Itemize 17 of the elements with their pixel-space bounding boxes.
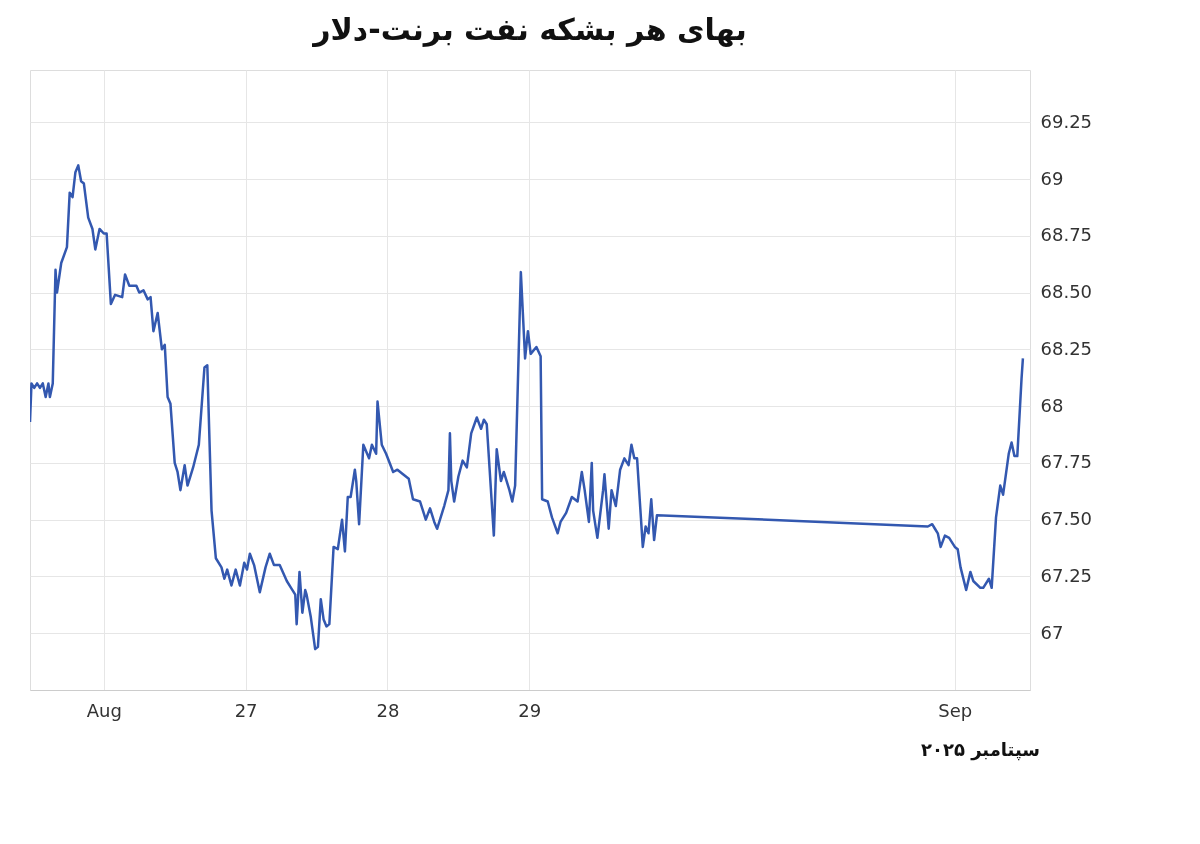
chart-title: بهای هر بشکه نفت برنت-دلار xyxy=(311,12,747,47)
x-tick-label: 29 xyxy=(518,699,542,721)
x-tick-label: Sep xyxy=(938,699,973,721)
x-tick-label: 28 xyxy=(376,699,400,721)
y-tick-label: 67.75 xyxy=(1040,451,1093,473)
x-tick-label: Aug xyxy=(86,699,122,721)
y-tick-label: 68.50 xyxy=(1040,281,1093,303)
y-tick-label: 67.25 xyxy=(1040,564,1093,586)
y-tick-label: 68.75 xyxy=(1040,224,1093,246)
y-tick-label: 68 xyxy=(1040,394,1064,416)
y-tick-label: 69 xyxy=(1040,167,1064,189)
text: سپتامبر ۲۰۲۵ xyxy=(920,739,1040,761)
y-tick-label: 67 xyxy=(1040,621,1064,643)
y-tick-label: 67.50 xyxy=(1040,508,1093,530)
y-tick-label: 68.25 xyxy=(1040,337,1093,359)
y-tick-label: 69.25 xyxy=(1040,110,1093,132)
x-tick-label: 27 xyxy=(234,699,258,721)
